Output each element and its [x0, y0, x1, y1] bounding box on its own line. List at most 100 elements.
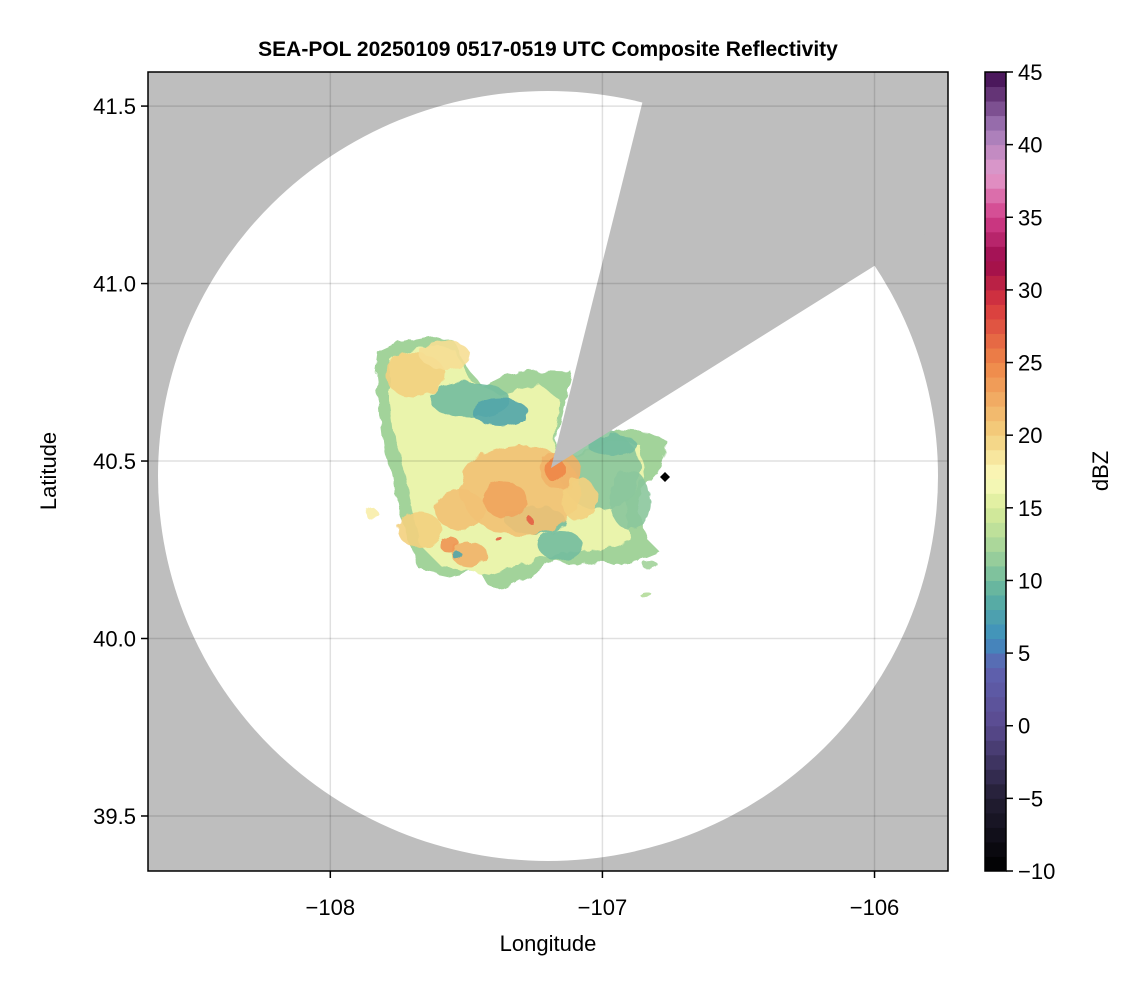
colorbar-bin: [985, 86, 1006, 102]
colorbar-tick-label: −5: [1018, 786, 1043, 811]
colorbar-bin: [985, 536, 1006, 552]
colorbar-bin: [985, 391, 1006, 407]
colorbar-bin: [985, 580, 1006, 596]
colorbar-bin: [985, 522, 1006, 538]
colorbar-bin: [985, 159, 1006, 175]
x-tick-label: −108: [306, 895, 356, 920]
colorbar-bin: [985, 841, 1006, 857]
colorbar: [985, 72, 1006, 872]
echo-cell: [538, 530, 582, 560]
echo-cell: [440, 537, 460, 553]
colorbar-bin: [985, 115, 1006, 131]
colorbar-tick-label: 30: [1018, 278, 1042, 303]
colorbar-bin: [985, 653, 1006, 669]
echo-cell: [453, 552, 463, 560]
colorbar-tick-label: 15: [1018, 496, 1042, 521]
colorbar-bin: [985, 275, 1006, 291]
colorbar-bin: [985, 594, 1006, 611]
colorbar-bin: [985, 667, 1006, 683]
colorbar-bin: [985, 72, 1006, 88]
colorbar-bin: [985, 565, 1006, 581]
echo-cell: [483, 482, 527, 518]
colorbar-ticks: −10 −5 0 5 10 15 20 25 30 35 40 45: [1006, 60, 1055, 884]
colorbar-bin: [985, 362, 1006, 378]
chart-title: SEA-POL 20250109 0517-0519 UTC Composite…: [258, 38, 838, 61]
colorbar-bin: [985, 333, 1006, 349]
colorbar-bin: [985, 812, 1006, 828]
colorbar-tick-label: 25: [1018, 351, 1042, 376]
colorbar-bin: [985, 711, 1006, 727]
colorbar-bin: [985, 377, 1006, 393]
colorbar-bin: [985, 493, 1006, 509]
colorbar-tick-label: 45: [1018, 60, 1042, 85]
grid-lines: [148, 72, 948, 871]
colorbar-bin: [985, 638, 1006, 654]
colorbar-bin: [985, 304, 1006, 320]
plot-frame: [147, 71, 949, 872]
y-tick-label: 39.5: [93, 804, 136, 829]
colorbar-bin: [985, 188, 1006, 204]
colorbar-bin: [985, 507, 1006, 523]
echo-cell: [435, 490, 485, 530]
y-tick-label: 41.0: [93, 272, 136, 297]
echo-cell: [640, 592, 652, 598]
colorbar-tick-label: 5: [1018, 641, 1030, 666]
echo-cell: [562, 478, 598, 522]
reflectivity-echo: [366, 336, 666, 598]
colorbar-tick-label: 20: [1018, 423, 1042, 448]
colorbar-bin: [985, 696, 1006, 712]
colorbar-bin: [985, 173, 1006, 189]
colorbar-bin: [985, 725, 1006, 741]
colorbar-bin: [985, 478, 1006, 494]
y-axis-label: Latitude: [36, 432, 61, 510]
colorbar-bin: [985, 246, 1006, 262]
colorbar-bin: [985, 420, 1006, 436]
colorbar-bin: [985, 609, 1006, 625]
colorbar-bin: [985, 798, 1006, 814]
colorbar-tick-label: 10: [1018, 568, 1042, 593]
echo-cell: [420, 341, 470, 369]
colorbar-bin: [985, 202, 1006, 218]
colorbar-bin: [985, 289, 1006, 305]
site-marker-diamond: [660, 472, 671, 483]
colorbar-bin: [985, 754, 1006, 770]
x-axis-ticks: −108 −107 −106: [306, 871, 899, 920]
x-axis-label: Longitude: [500, 931, 597, 956]
colorbar-tick-label: 40: [1018, 133, 1042, 158]
colorbar-tick-label: 35: [1018, 205, 1042, 230]
colorbar-tick-label: −10: [1018, 859, 1055, 884]
colorbar-bin: [985, 435, 1006, 451]
colorbar-bin: [985, 318, 1006, 334]
y-tick-label: 41.5: [93, 94, 136, 119]
colorbar-bin: [985, 769, 1006, 785]
echo-cell: [366, 508, 378, 520]
colorbar-bin: [985, 783, 1006, 799]
blocked-sector: [551, 72, 948, 468]
y-axis-ticks: 39.5 40.0 40.5 41.0 41.5: [93, 94, 148, 829]
echo-cell: [642, 561, 658, 569]
echo-cell: [610, 470, 650, 530]
echo-cell: [398, 512, 442, 548]
echo-cell: [527, 517, 533, 523]
colorbar-bin: [985, 217, 1006, 233]
echo-cell: [545, 458, 565, 482]
colorbar-bin: [985, 740, 1006, 756]
echo-cell: [587, 435, 637, 455]
y-tick-label: 40.0: [93, 627, 136, 652]
colorbar-label: dBZ: [1088, 451, 1113, 491]
colorbar-frame: [984, 71, 1007, 872]
colorbar-bin: [985, 348, 1006, 364]
colorbar-bin: [985, 260, 1006, 276]
colorbar-tick-label: 0: [1018, 714, 1030, 739]
colorbar-bin: [985, 551, 1006, 567]
colorbar-bin: [985, 449, 1006, 465]
colorbar-bin: [985, 624, 1006, 640]
echo-cell: [452, 543, 488, 567]
echo-cell: [497, 537, 503, 543]
colorbar-bin: [985, 827, 1006, 843]
echo-cell: [472, 398, 528, 426]
colorbar-bin: [985, 856, 1006, 872]
colorbar-bin: [985, 231, 1006, 247]
colorbar-bin: [985, 130, 1006, 146]
